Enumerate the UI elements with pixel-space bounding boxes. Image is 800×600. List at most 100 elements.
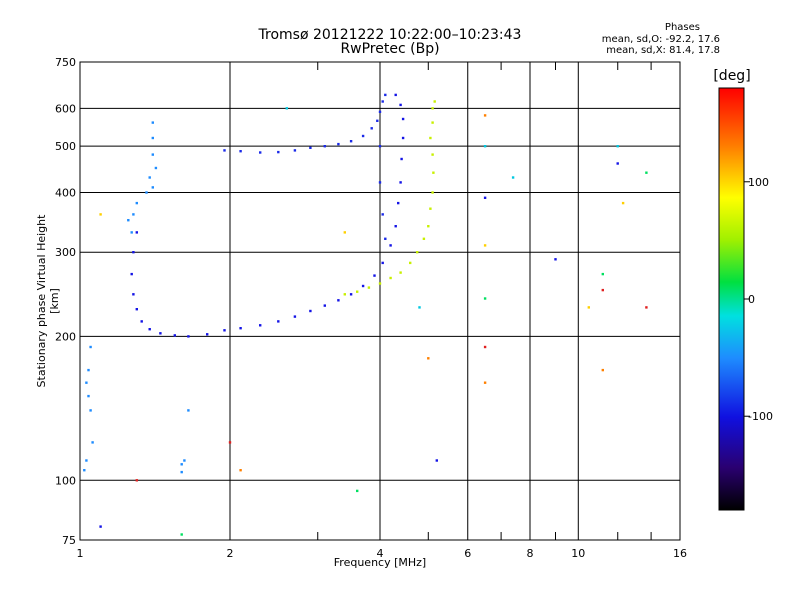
phases-o-stats: mean, sd,O: -92.2, 17.6	[601, 34, 720, 45]
data-point	[601, 272, 604, 276]
data-point	[433, 100, 436, 103]
data-point	[135, 479, 138, 482]
data-point	[429, 136, 432, 140]
data-point	[356, 489, 359, 493]
data-point	[187, 335, 190, 338]
data-point	[616, 162, 619, 165]
data-point	[429, 207, 432, 210]
data-point	[645, 306, 648, 309]
colorbar-ticks: 100 0 -100	[744, 176, 773, 423]
x-tick-label: 8	[527, 547, 534, 560]
data-point	[381, 100, 384, 103]
data-point	[173, 334, 176, 337]
data-point	[223, 329, 226, 332]
data-point	[99, 213, 102, 216]
data-point	[397, 201, 400, 205]
y-tick-label: 200	[55, 330, 76, 343]
data-point	[483, 145, 487, 148]
data-point	[399, 103, 402, 107]
y-tick-label: 75	[62, 534, 76, 547]
data-point	[87, 368, 90, 372]
colorbar	[718, 87, 745, 511]
data-point	[140, 320, 143, 323]
data-point	[223, 149, 226, 152]
data-point	[132, 293, 135, 296]
y-tick-label: 500	[55, 140, 76, 153]
data-point	[180, 463, 183, 466]
data-point	[401, 136, 405, 140]
data-point	[416, 251, 419, 254]
data-point	[127, 219, 130, 222]
data-point	[381, 261, 384, 265]
data-point	[645, 171, 648, 174]
data-point	[511, 176, 515, 179]
data-point	[384, 93, 387, 97]
data-point	[621, 201, 625, 205]
data-point	[370, 127, 373, 130]
data-point	[85, 381, 88, 384]
x-tick-label: 16	[673, 547, 687, 560]
data-point	[431, 153, 434, 156]
data-point	[277, 150, 280, 154]
data-point	[206, 333, 209, 336]
data-point	[135, 308, 138, 311]
data-point	[483, 244, 487, 247]
y-tick-label: 300	[55, 246, 76, 259]
data-point	[394, 93, 397, 97]
data-point	[187, 409, 190, 412]
data-point	[285, 107, 288, 110]
data-points	[83, 93, 648, 536]
data-point	[183, 459, 186, 462]
data-point	[349, 293, 353, 296]
data-point	[381, 213, 384, 216]
data-point	[87, 394, 90, 398]
data-point	[401, 117, 405, 121]
data-point	[99, 525, 102, 528]
data-point	[373, 274, 376, 277]
x-tick-label: 10	[571, 547, 585, 560]
data-point	[483, 196, 487, 199]
data-point	[587, 306, 590, 309]
phases-title: Phases	[664, 22, 700, 33]
data-point	[349, 140, 353, 143]
data-point	[151, 136, 154, 140]
y-tick-label: 600	[55, 102, 76, 115]
x-tick-label: 6	[464, 547, 471, 560]
data-point	[343, 293, 346, 296]
y-tick-label: 100	[55, 474, 76, 487]
data-point	[389, 276, 392, 280]
data-point	[431, 191, 434, 194]
x-tick-label: 4	[377, 547, 384, 560]
colorbar-tick-label: 100	[748, 176, 769, 189]
data-point	[361, 284, 365, 288]
phases-x-stats: mean, sd,X: 81.4, 17.8	[606, 45, 720, 56]
data-point	[337, 299, 340, 302]
data-point	[389, 244, 392, 247]
data-point	[259, 151, 262, 154]
data-point	[89, 409, 92, 412]
data-point	[616, 145, 619, 148]
data-point	[145, 191, 148, 194]
y-axis-label: Stationary phase Virtual Height [km]	[35, 214, 61, 388]
data-point	[132, 251, 135, 254]
data-point	[293, 315, 297, 318]
data-point	[554, 258, 557, 261]
data-point	[130, 272, 133, 276]
data-point	[431, 107, 434, 110]
data-point	[378, 145, 382, 148]
data-point	[432, 171, 435, 174]
data-point	[309, 309, 312, 313]
data-point	[483, 381, 487, 384]
grid	[80, 62, 680, 540]
data-point	[239, 469, 242, 472]
x-tick-label: 2	[227, 547, 234, 560]
data-point	[483, 114, 487, 117]
data-point	[132, 213, 135, 216]
y-tick-labels: 75 100 200 300 400 500 600 750	[55, 56, 76, 547]
x-tick-label: 1	[77, 547, 84, 560]
colorbar-label: [deg]	[713, 68, 751, 84]
data-point	[89, 345, 92, 349]
x-axis-label: Frequency [MHz]	[333, 556, 427, 569]
data-point	[180, 470, 183, 474]
y-tick-label: 750	[55, 56, 76, 69]
